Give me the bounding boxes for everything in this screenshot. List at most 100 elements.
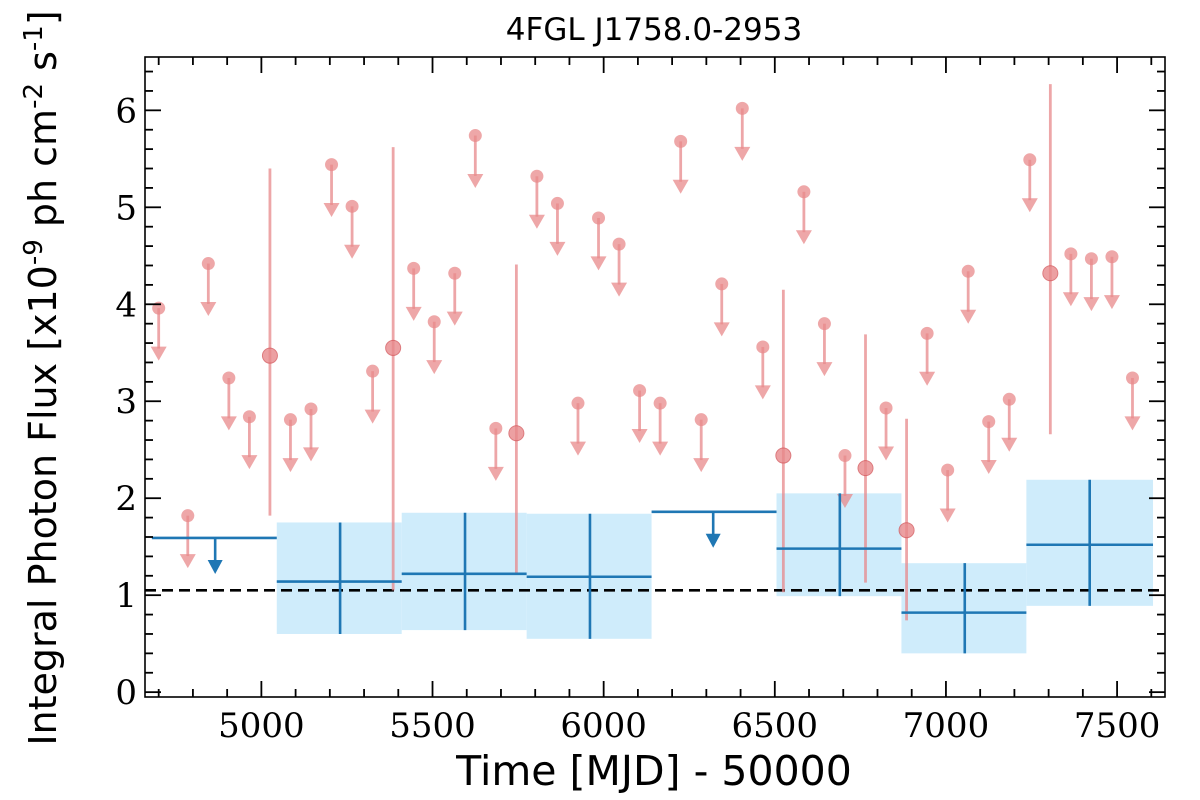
upper-limit-arrowhead	[1062, 292, 1079, 307]
upper-limit-arrowhead	[220, 416, 237, 431]
upper-limit-point	[448, 266, 462, 280]
y-tick-label: 1	[115, 576, 137, 616]
upper-limit-point	[715, 277, 729, 291]
upper-limit-arrowhead	[980, 460, 997, 475]
detection-point	[1042, 265, 1059, 282]
detection-point	[385, 339, 402, 356]
upper-limit-arrowhead	[693, 458, 710, 473]
detection-point	[261, 347, 278, 364]
upper-limit-arrowhead	[405, 306, 422, 321]
upper-limit-arrowhead	[446, 311, 463, 326]
upper-limit-point	[489, 421, 503, 435]
upper-limit-point	[612, 237, 626, 251]
y-tick-label: 5	[115, 188, 137, 228]
y-tick-label: 2	[115, 479, 137, 519]
upper-limit-point	[325, 158, 339, 172]
detection-point	[775, 447, 792, 464]
x-tick-label: 5000	[218, 706, 305, 746]
upper-limit-arrowhead	[652, 441, 669, 456]
upper-limit-point	[222, 371, 236, 385]
upper-limit-point	[571, 396, 585, 410]
upper-limit-arrowhead	[590, 256, 607, 271]
axes-border	[144, 56, 1166, 698]
upper-limit-arrowhead	[364, 409, 381, 424]
upper-limit-arrowhead	[1021, 198, 1038, 213]
upper-limit-arrowhead	[549, 241, 566, 256]
upper-limit-arrowhead	[241, 455, 258, 470]
upper-limit-point	[1064, 247, 1078, 261]
upper-limit-point	[817, 317, 831, 331]
y-tick-label: 6	[115, 91, 137, 131]
upper-limit-point	[1002, 392, 1016, 406]
bin-upper-limit-arrowhead	[207, 559, 223, 574]
upper-limit-point	[1023, 153, 1037, 167]
upper-limit-point	[735, 101, 749, 115]
upper-limit-arrowhead	[467, 173, 484, 188]
upper-limit-arrowhead	[611, 282, 628, 297]
upper-limit-point	[1084, 252, 1098, 266]
upper-limit-point	[797, 185, 811, 199]
upper-limit-arrowhead	[528, 214, 545, 229]
upper-limit-point	[366, 364, 380, 378]
short-bin-layer	[150, 84, 1141, 621]
upper-limit-point	[961, 264, 975, 278]
upper-limit-point	[550, 196, 564, 210]
upper-limit-arrowhead	[1083, 297, 1100, 312]
upper-limit-arrowhead	[1124, 416, 1141, 431]
upper-limit-point	[1105, 250, 1119, 264]
upper-limit-arrowhead	[960, 309, 977, 324]
upper-limit-point	[242, 410, 256, 424]
y-axis-label: Integral Photon Flux [x10-9 ph cm-2 s-1]	[19, 10, 65, 745]
upper-limit-arrowhead	[344, 244, 361, 259]
upper-limit-point	[283, 413, 297, 427]
upper-limit-point	[920, 326, 934, 340]
x-tick-label: 6000	[560, 706, 647, 746]
upper-limit-arrowhead	[1001, 437, 1018, 452]
upper-limit-point	[530, 169, 544, 183]
upper-limit-arrowhead	[569, 441, 586, 456]
upper-limit-arrowhead	[795, 230, 812, 245]
upper-limit-arrowhead	[631, 429, 648, 443]
upper-limit-point	[345, 199, 359, 213]
upper-limit-arrowhead	[282, 458, 299, 473]
upper-limit-arrowhead	[200, 301, 217, 316]
detection-point	[508, 425, 525, 442]
long-bin-layer	[151, 479, 1154, 654]
upper-limit-arrowhead	[734, 146, 751, 161]
upper-limit-arrowhead	[179, 554, 196, 569]
y-tick-label: 4	[115, 285, 137, 325]
upper-limit-point	[304, 402, 318, 416]
y-tick-label: 3	[115, 382, 137, 422]
plot-frame	[144, 56, 1166, 698]
upper-limit-arrowhead	[754, 385, 771, 400]
upper-limit-point	[407, 261, 421, 275]
upper-limit-arrowhead	[303, 447, 320, 462]
upper-limit-arrowhead	[426, 360, 443, 375]
upper-limit-point	[1125, 371, 1139, 385]
upper-limit-arrowhead	[150, 346, 167, 361]
x-tick-label: 5500	[389, 706, 476, 746]
x-tick-label: 6500	[732, 706, 819, 746]
bin-upper-limit-arrowhead	[705, 533, 721, 548]
upper-limit-point	[941, 463, 955, 477]
upper-limit-arrowhead	[672, 179, 689, 194]
x-axis-label: Time [MJD] - 50000	[455, 747, 852, 795]
upper-limit-point	[879, 401, 893, 415]
upper-limit-point	[982, 415, 996, 429]
chart-title: 4FGL J1758.0-2953	[506, 12, 802, 48]
upper-limit-point	[756, 340, 770, 354]
upper-limit-point	[181, 509, 195, 523]
upper-limit-point	[653, 396, 667, 410]
upper-limit-arrowhead	[878, 446, 895, 461]
upper-limit-arrowhead	[939, 508, 956, 523]
upper-limit-point	[427, 315, 441, 329]
detection-point	[857, 460, 874, 477]
upper-limit-point	[633, 384, 647, 398]
x-tick-label: 7500	[1074, 706, 1161, 746]
upper-limit-point	[838, 449, 852, 463]
upper-limit-point	[592, 211, 606, 225]
upper-limit-point	[674, 134, 688, 148]
upper-limit-arrowhead	[1103, 295, 1120, 310]
detection-point	[898, 522, 915, 539]
